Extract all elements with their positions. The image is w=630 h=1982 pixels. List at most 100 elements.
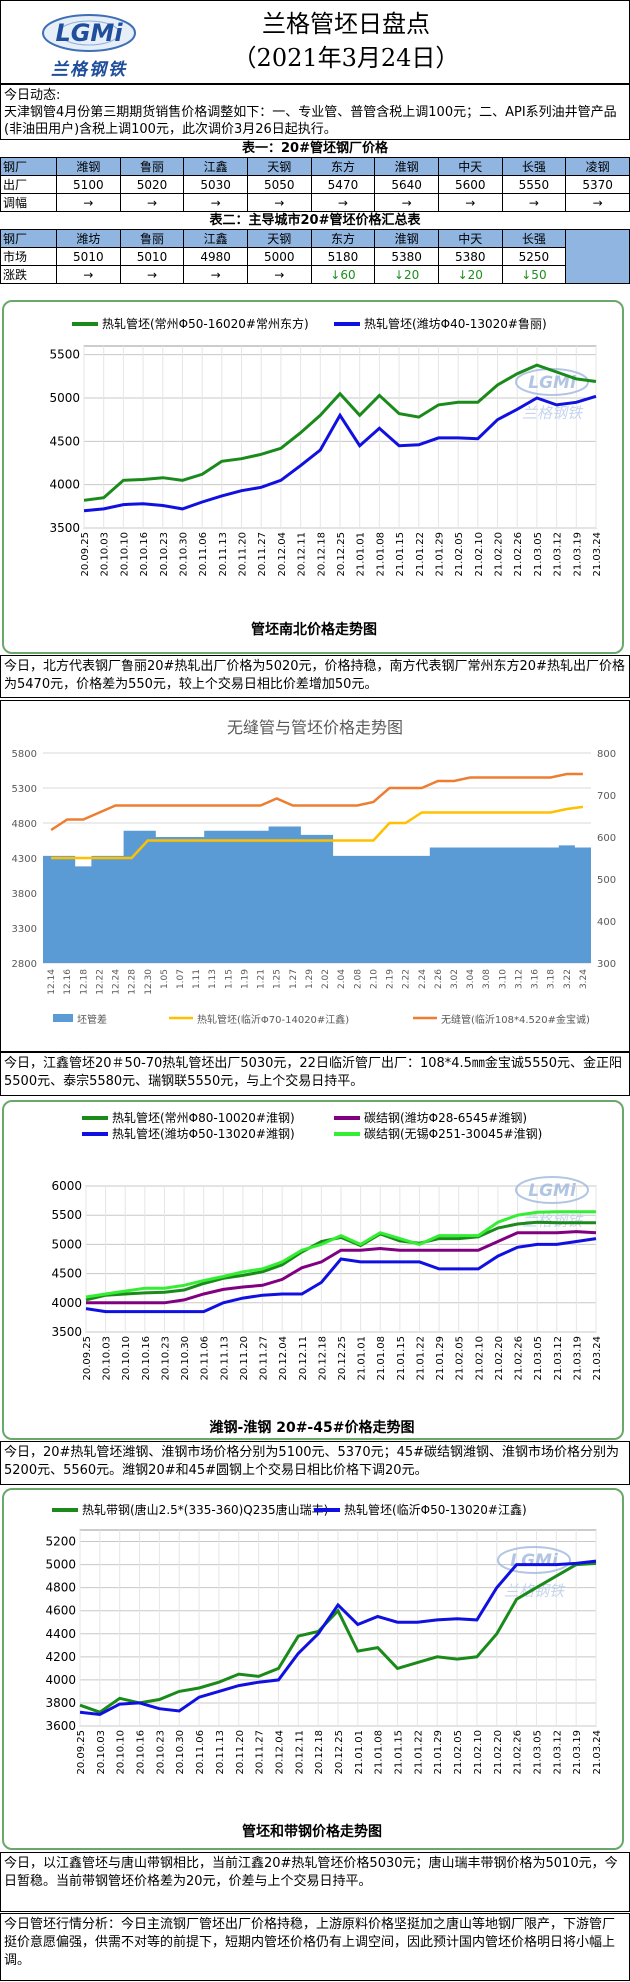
x-tick-label: 2.04 — [337, 969, 347, 989]
y-tick-label: 4600 — [45, 1604, 76, 1618]
x-tick-label: 21.02.10 — [474, 1336, 485, 1381]
x-tick-label: 20.10.16 — [136, 1730, 147, 1775]
table-header-cell: 中天 — [437, 157, 503, 176]
table-cell: → — [119, 265, 185, 284]
news-section: 今日动态: 天津钢管4月份第三期期货销售价格调整如下：一、专业管、普管含税上调1… — [0, 84, 630, 140]
table-cell: → — [119, 193, 185, 212]
x-tick-label: 21.03.05 — [532, 1730, 543, 1775]
x-tick-label: 20.10.23 — [159, 532, 170, 577]
x-tick-label: 3.22 — [563, 969, 573, 989]
row-label: 出厂 — [0, 175, 57, 194]
table2: 钢厂 潍坊 鲁丽 江鑫 天钢 东方 淮钢 中天 长强 市场 5010 5010 … — [0, 229, 630, 284]
x-tick-label: 3.10 — [498, 969, 508, 989]
x-tick-label: 12.30 — [144, 969, 154, 995]
table-header-cell: 淮钢 — [374, 157, 439, 176]
x-tick-label: 1.05 — [160, 969, 170, 989]
x-tick-label: 21.03.12 — [553, 1336, 564, 1381]
x-tick-label: 20.10.10 — [116, 1730, 127, 1775]
y-tick-label-left: 3300 — [12, 924, 37, 935]
table-cell: ↓20 — [437, 265, 503, 284]
x-tick-label: 21.03.12 — [553, 532, 564, 577]
chart1-panel: 3500 4000 4500 5000 5500 20.09.25 20.10.03 20.1… — [2, 300, 624, 654]
x-tick-label: 1.15 — [224, 969, 234, 989]
x-tick-label: 20.12.04 — [274, 1730, 285, 1775]
legend-swatch — [53, 1014, 73, 1022]
y-tick-label: 4000 — [45, 1673, 76, 1687]
legend-label: 热轧管坯(潍坊Φ40-13020#鲁丽) — [364, 316, 547, 331]
table-row: 市场 5010 5010 4980 5000 5180 5380 5380 52… — [0, 247, 630, 266]
x-tick-label: 20.12.25 — [336, 532, 347, 577]
x-tick-label: 21.02.26 — [513, 532, 524, 577]
x-tick-label: 2.02 — [321, 969, 331, 989]
table-cell: 5550 — [501, 175, 567, 194]
series-line — [79, 1561, 597, 1714]
x-tick-label: 20.11.20 — [238, 532, 249, 577]
x-tick-label: 3.12 — [514, 969, 524, 989]
y-tick-label: 4500 — [49, 434, 80, 448]
table-cell: 5370 — [565, 175, 630, 194]
x-tick-label: 21.01.08 — [375, 532, 386, 577]
x-tick-label: 1.27 — [289, 969, 299, 989]
y-tick-label-left: 2800 — [12, 959, 37, 970]
watermark-logo — [497, 1546, 571, 1574]
x-tick-label: 21.03.05 — [533, 532, 544, 577]
row-label: 调幅 — [0, 193, 57, 212]
x-tick-label: 21.03.12 — [552, 1730, 563, 1775]
x-tick-label: 20.11.27 — [255, 1730, 266, 1775]
x-tick-label: 3.24 — [579, 969, 589, 989]
x-tick-label: 21.02.20 — [493, 1730, 504, 1775]
x-tick-label: 20.10.30 — [178, 532, 189, 577]
x-tick-label: 21.03.24 — [592, 532, 603, 577]
x-tick-label: 1.19 — [240, 969, 250, 989]
x-tick-label: 1.13 — [208, 969, 218, 989]
x-tick-label: 20.11.06 — [200, 1336, 211, 1381]
x-tick-label: 21.02.05 — [454, 532, 465, 577]
y-tick-label: 4500 — [51, 1267, 82, 1281]
table1-title: 表一：20#管坯钢厂价格 — [242, 141, 388, 156]
y-tick-label: 4800 — [45, 1581, 76, 1595]
x-tick-label: 12.16 — [63, 969, 73, 995]
comment-5: 今日管坯行情分析：今日主流钢厂管坯出厂价格持稳，上游原料价格坚挺加之唐山等地钢厂… — [0, 1913, 630, 1981]
y-tick-label-right: 600 — [597, 833, 616, 844]
watermark-logo — [515, 1176, 589, 1204]
x-tick-label: 20.11.27 — [257, 532, 268, 577]
y-tick-label: 3600 — [45, 1719, 76, 1733]
table-cell: ↓50 — [501, 265, 567, 284]
x-tick-label: 21.02.10 — [473, 1730, 484, 1775]
y-tick-label: 5000 — [51, 1237, 82, 1251]
y-tick-label-right: 800 — [597, 749, 616, 760]
row-label: 市场 — [0, 247, 57, 266]
table-header-cell: 钢厂 — [0, 157, 57, 176]
table2-header-row: 钢厂 潍坊 鲁丽 江鑫 天钢 东方 淮钢 中天 长强 — [0, 229, 630, 284]
x-tick-label: 20.10.30 — [175, 1730, 186, 1775]
y-tick-label-left: 5300 — [12, 784, 37, 795]
x-tick-label: 2.26 — [434, 969, 444, 989]
chart1: 3500 4000 4500 5000 5500 20.09.25 20.10.03 20.1… — [49, 316, 603, 638]
table1-section: 表一：20#管坯钢厂价格 钢厂 潍钢 鲁丽 江鑫 天钢 东方 淮钢 中天 长强 … — [0, 140, 630, 212]
y-tick-label: 4400 — [45, 1627, 76, 1641]
table-cell: 5250 — [501, 247, 567, 266]
x-tick-label: 3.16 — [531, 969, 541, 989]
table-cell: 5180 — [310, 247, 376, 266]
x-tick-label: 20.12.04 — [277, 532, 288, 577]
table-cell: 5470 — [310, 175, 376, 194]
x-tick-label: 20.11.20 — [239, 1336, 250, 1381]
x-tick-label: 20.10.30 — [180, 1336, 191, 1381]
table-cell: 5050 — [246, 175, 312, 194]
x-tick-label: 12.24 — [112, 969, 122, 995]
x-tick-label: 2.24 — [418, 969, 428, 989]
x-tick-label: 21.01.08 — [374, 1730, 385, 1775]
x-tick-label: 20.11.13 — [218, 532, 229, 577]
series-line — [85, 1210, 596, 1299]
x-tick-label: 21.01.01 — [357, 1336, 368, 1381]
x-tick-label: 2.08 — [353, 969, 363, 989]
x-tick-label: 20.11.27 — [259, 1336, 270, 1381]
table-cell: 5380 — [374, 247, 439, 266]
x-tick-label: 1.07 — [176, 969, 186, 989]
y-tick-label: 4200 — [45, 1650, 76, 1664]
x-tick-label: 3.04 — [466, 969, 476, 989]
chart2-panel: 无缝管与管坯价格走势图 2800 3300 3800 4300 4800 5300 5800 3… — [0, 700, 630, 1052]
x-tick-label: 21.01.22 — [415, 532, 426, 577]
x-tick-label: 20.11.06 — [195, 1730, 206, 1775]
x-tick-label: 2.22 — [402, 969, 412, 989]
